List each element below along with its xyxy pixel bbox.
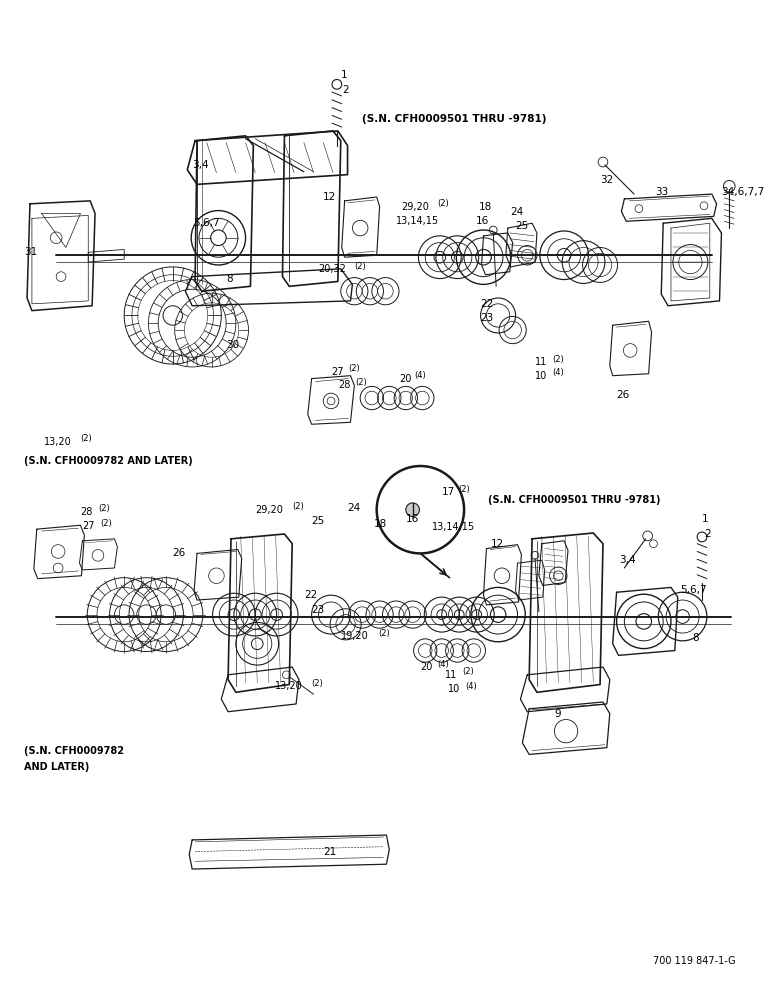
Text: (S.N. CFH0009501 THRU -9781): (S.N. CFH0009501 THRU -9781) <box>362 114 547 124</box>
Text: 2: 2 <box>343 85 349 95</box>
Text: AND LATER): AND LATER) <box>24 762 90 772</box>
Text: 16: 16 <box>406 514 419 524</box>
Text: 24: 24 <box>511 207 524 217</box>
Text: 20: 20 <box>421 662 433 672</box>
Text: 3,4: 3,4 <box>619 555 636 565</box>
Text: 700 119 847-1-G: 700 119 847-1-G <box>653 956 736 966</box>
Text: 1: 1 <box>340 70 347 80</box>
Text: (2): (2) <box>378 629 391 638</box>
Text: (2): (2) <box>100 519 112 528</box>
Text: 26: 26 <box>173 548 186 558</box>
Text: 18: 18 <box>479 202 492 212</box>
Text: 13,20: 13,20 <box>43 437 71 447</box>
Text: 31: 31 <box>24 247 37 257</box>
Text: 27: 27 <box>83 521 95 531</box>
Text: (2): (2) <box>553 355 564 364</box>
Text: (2): (2) <box>459 485 470 494</box>
Text: (2): (2) <box>98 504 110 513</box>
Text: 3,4: 3,4 <box>192 160 208 170</box>
Text: 13,20: 13,20 <box>275 681 303 691</box>
Text: 22: 22 <box>481 299 494 309</box>
Text: 12: 12 <box>490 539 503 549</box>
Text: (2): (2) <box>312 679 323 688</box>
Text: 33: 33 <box>655 187 669 197</box>
Text: (4): (4) <box>415 371 426 380</box>
Text: 21: 21 <box>323 847 337 857</box>
Text: 10: 10 <box>535 371 547 381</box>
Text: 11: 11 <box>535 357 547 367</box>
Text: 24: 24 <box>347 503 361 513</box>
Text: 29,20: 29,20 <box>401 202 428 212</box>
Text: (2): (2) <box>462 667 474 676</box>
Text: 17: 17 <box>442 487 455 497</box>
Text: 20,32: 20,32 <box>318 264 347 274</box>
Text: 29,20: 29,20 <box>256 505 283 515</box>
Text: (S.N. CFH0009501 THRU -9781): (S.N. CFH0009501 THRU -9781) <box>489 495 661 505</box>
Text: 27: 27 <box>331 367 344 377</box>
Text: 10: 10 <box>448 684 460 694</box>
Text: (S.N. CFH0009782: (S.N. CFH0009782 <box>24 746 124 756</box>
Text: 8: 8 <box>226 274 233 284</box>
Text: 13,14,15: 13,14,15 <box>432 522 476 532</box>
Text: 23: 23 <box>481 313 494 323</box>
Text: 8: 8 <box>692 633 699 643</box>
Text: 9: 9 <box>554 709 561 719</box>
Text: (2): (2) <box>80 434 92 443</box>
Text: 34,6,7,7: 34,6,7,7 <box>722 187 765 197</box>
Text: 19,20: 19,20 <box>340 631 368 641</box>
Text: (2): (2) <box>437 199 449 208</box>
Text: 5,6,7: 5,6,7 <box>681 585 707 595</box>
Text: 18: 18 <box>374 519 387 529</box>
Text: (4): (4) <box>553 368 564 377</box>
Text: (2): (2) <box>355 378 367 387</box>
Text: 22: 22 <box>304 590 317 600</box>
Text: 26: 26 <box>617 390 630 400</box>
Text: 2: 2 <box>704 529 710 539</box>
Text: 1: 1 <box>702 514 709 524</box>
Text: 25: 25 <box>312 516 325 526</box>
Text: (4): (4) <box>437 660 449 669</box>
Text: (2): (2) <box>354 262 366 271</box>
Text: 28: 28 <box>80 507 93 517</box>
Text: (4): (4) <box>465 682 477 691</box>
Text: 16: 16 <box>476 216 489 226</box>
Text: 11: 11 <box>445 670 457 680</box>
Text: 30: 30 <box>226 340 239 350</box>
Text: 12: 12 <box>323 192 337 202</box>
Text: (2): (2) <box>292 502 304 511</box>
Text: (2): (2) <box>348 364 361 373</box>
Text: 25: 25 <box>516 221 529 231</box>
Text: 28: 28 <box>338 380 350 390</box>
Text: 5,6,7: 5,6,7 <box>193 218 220 228</box>
Text: 23: 23 <box>312 605 325 615</box>
Text: 32: 32 <box>600 175 613 185</box>
Text: 20: 20 <box>399 374 411 384</box>
Text: (S.N. CFH0009782 AND LATER): (S.N. CFH0009782 AND LATER) <box>24 456 193 466</box>
Circle shape <box>406 503 419 517</box>
Text: 13,14,15: 13,14,15 <box>396 216 439 226</box>
